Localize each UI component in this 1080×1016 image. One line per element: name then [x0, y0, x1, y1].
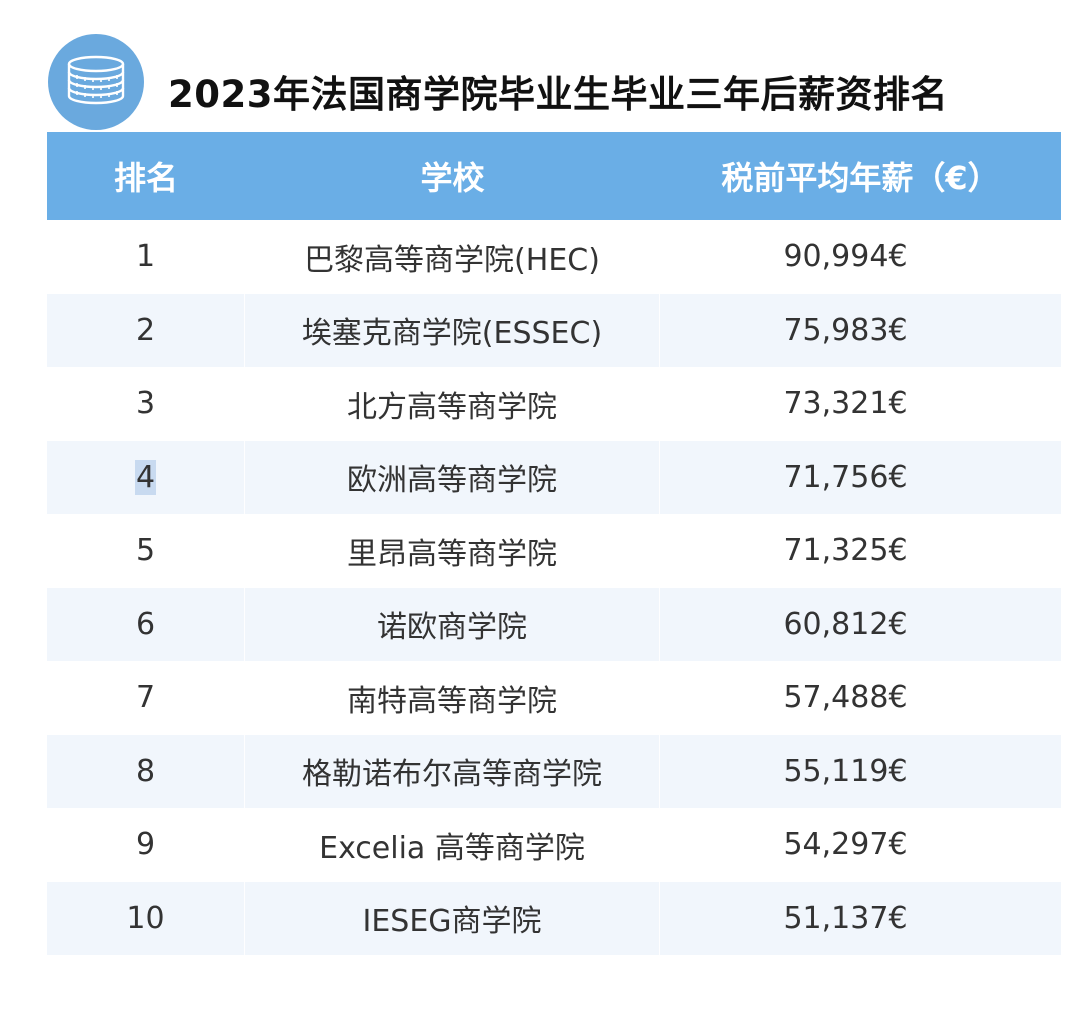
- rank-value: 1: [135, 239, 156, 275]
- table-row: 6 诺欧商学院 60,812€: [47, 587, 1061, 661]
- rank-cell: 7: [47, 661, 245, 735]
- school-cell: 里昂高等商学院: [245, 514, 660, 588]
- rank-cell: 9: [47, 808, 245, 882]
- salary-cell: 90,994€: [783, 239, 908, 275]
- header-salary: 税前平均年薪（€）: [721, 159, 1000, 197]
- rank-value: 8: [135, 753, 156, 789]
- table-row: 7 南特高等商学院 57,488€: [47, 661, 1061, 735]
- school-cell: 巴黎高等商学院(HEC): [245, 220, 660, 294]
- school-cell: 南特高等商学院: [245, 661, 660, 735]
- rank-cell: 4: [47, 440, 245, 514]
- title-area: 2023年法国商学院毕业生毕业三年后薪资排名: [48, 34, 1048, 134]
- table-row: 5 里昂高等商学院 71,325€: [47, 514, 1061, 588]
- salary-cell: 55,119€: [783, 753, 908, 789]
- table-body: 1 巴黎高等商学院(HEC) 90,994€ 2 埃塞克商学院(ESSEC) 75,983…: [47, 220, 1061, 955]
- table-row: 3 北方高等商学院 73,321€: [47, 367, 1061, 441]
- rank-cell: 8: [47, 734, 245, 808]
- salary-cell: 73,321€: [783, 386, 908, 422]
- table-header: 排名 学校 税前平均年薪（€）: [47, 132, 1061, 220]
- rank-value: 4: [134, 459, 157, 495]
- page-title: 2023年法国商学院毕业生毕业三年后薪资排名: [168, 73, 948, 116]
- title-badge: [48, 34, 144, 130]
- header-school: 学校: [420, 159, 485, 197]
- rank-cell: 1: [47, 220, 245, 294]
- rank-cell: 10: [47, 881, 245, 955]
- salary-ranking-table: 排名 学校 税前平均年薪（€） 1 巴黎高等商学院(HEC) 90,994€ 2 埃塞克…: [47, 132, 1061, 955]
- salary-cell: 51,137€: [783, 900, 908, 936]
- school-cell: Excelia 高等商学院: [245, 808, 660, 882]
- school-cell: 格勒诺布尔高等商学院: [245, 734, 660, 808]
- table-row: 2 埃塞克商学院(ESSEC) 75,983€: [47, 293, 1061, 367]
- school-cell: 欧洲高等商学院: [245, 440, 660, 514]
- rank-value: 9: [135, 827, 156, 863]
- rank-value: 3: [135, 386, 156, 422]
- rank-cell: 6: [47, 587, 245, 661]
- table-row: 9 Excelia 高等商学院 54,297€: [47, 808, 1061, 882]
- table-row: 1 巴黎高等商学院(HEC) 90,994€: [47, 220, 1061, 294]
- school-cell: 埃塞克商学院(ESSEC): [245, 293, 660, 367]
- rank-cell: 5: [47, 514, 245, 588]
- school-cell: 诺欧商学院: [245, 587, 660, 661]
- rank-value: 5: [135, 533, 156, 569]
- rank-cell: 2: [47, 293, 245, 367]
- rank-value: 6: [135, 606, 156, 642]
- rank-cell: 3: [47, 367, 245, 441]
- school-cell: 北方高等商学院: [245, 367, 660, 441]
- table-row: 10 IESEG商学院 51,137€: [47, 881, 1061, 955]
- salary-cell: 54,297€: [783, 827, 908, 863]
- salary-cell: 71,756€: [783, 459, 908, 495]
- table-row: 4 欧洲高等商学院 71,756€: [47, 440, 1061, 514]
- salary-cell: 60,812€: [783, 606, 908, 642]
- coin-stack-icon: [63, 53, 129, 111]
- header-rank: 排名: [113, 159, 178, 197]
- table-row: 8 格勒诺布尔高等商学院 55,119€: [47, 734, 1061, 808]
- school-cell: IESEG商学院: [245, 881, 660, 955]
- rank-value: 2: [135, 312, 156, 348]
- salary-cell: 71,325€: [783, 533, 908, 569]
- rank-value: 7: [135, 680, 156, 716]
- rank-value: 10: [126, 900, 165, 936]
- salary-cell: 75,983€: [783, 312, 908, 348]
- salary-cell: 57,488€: [783, 680, 908, 716]
